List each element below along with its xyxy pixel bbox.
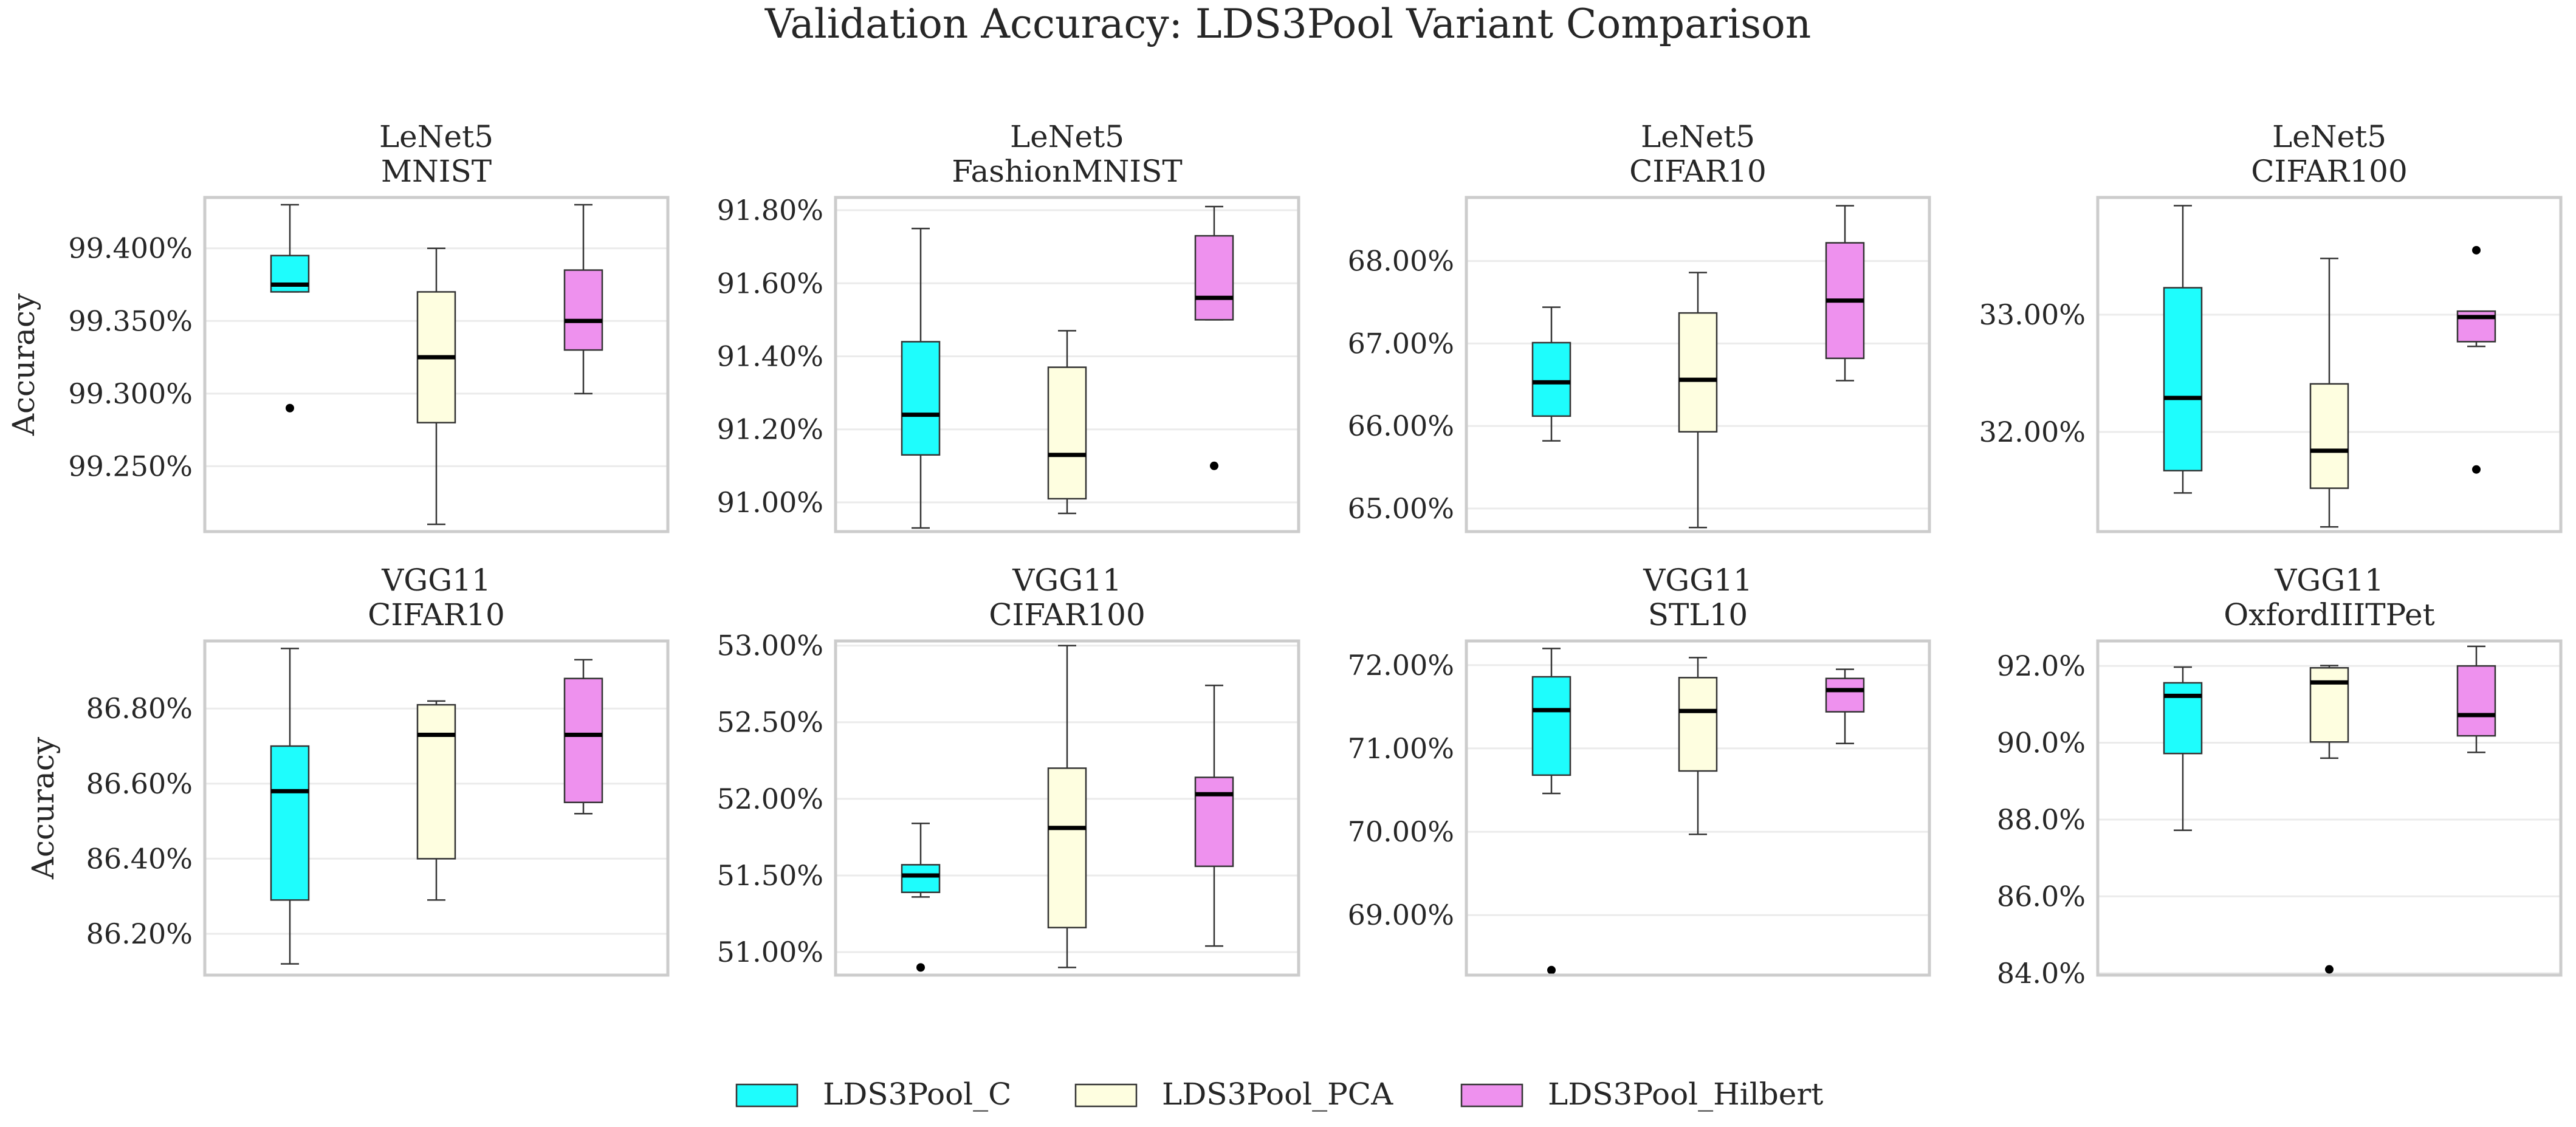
panel-title-dataset: OxfordIIITPet	[2224, 597, 2434, 632]
box-lds3pool-hilbert	[1194, 235, 1234, 321]
box-lds3pool-c	[901, 341, 941, 456]
panel-title-model: LeNet5	[379, 119, 493, 154]
axes-frame	[203, 639, 670, 977]
outlier-point	[916, 963, 925, 972]
chart-title: Validation Accuracy: LDS3Pool Variant Co…	[764, 1, 1811, 47]
axes-frame	[834, 639, 1300, 977]
box-lds3pool-hilbert	[2456, 665, 2496, 737]
box-lds3pool-pca	[416, 704, 456, 860]
y-tick-label: 69.00%	[1348, 899, 1454, 931]
y-tick-label: 72.00%	[1348, 649, 1454, 682]
box-lds3pool-c	[270, 745, 310, 901]
y-tick-label: 91.00%	[717, 486, 823, 519]
y-axis-label: Accuracy	[6, 293, 41, 436]
panel-title-model: LeNet5	[1010, 119, 1124, 154]
axes-frame	[2096, 196, 2563, 533]
legend-label: LDS3Pool_Hilbert	[1548, 1077, 1823, 1112]
box-lds3pool-pca	[2309, 667, 2349, 743]
y-tick-label: 51.50%	[717, 859, 823, 892]
y-axis-label: Accuracy	[26, 736, 61, 880]
y-tick-label: 91.80%	[717, 194, 823, 227]
box-lds3pool-pca	[1047, 366, 1087, 500]
box-lds3pool-hilbert	[1194, 776, 1234, 868]
panel-title-model: VGG11	[2274, 563, 2384, 598]
y-tick-label: 33.00%	[1979, 298, 2086, 331]
y-tick-label: 52.00%	[717, 783, 823, 815]
box-lds3pool-hilbert	[1825, 677, 1865, 713]
legend-label: LDS3Pool_PCA	[1162, 1077, 1393, 1112]
y-tick-label: 70.00%	[1348, 815, 1454, 848]
y-tick-label: 86.60%	[86, 767, 193, 800]
y-tick-label: 51.00%	[717, 936, 823, 968]
legend-swatch-lds3pool-hilbert	[1460, 1083, 1523, 1108]
panel-title-model: VGG11	[381, 563, 491, 598]
outlier-point	[2325, 965, 2334, 974]
outlier-point	[2472, 245, 2481, 255]
box-lds3pool-pca	[1678, 312, 1718, 433]
y-tick-label: 71.00%	[1348, 732, 1454, 765]
box-lds3pool-pca	[2309, 383, 2349, 489]
y-tick-label: 86.40%	[86, 842, 193, 875]
box-lds3pool-c	[901, 864, 941, 894]
axes-frame	[203, 196, 670, 533]
legend-swatch-lds3pool-c	[735, 1083, 799, 1108]
panel-title-model: VGG11	[1012, 563, 1122, 598]
box-lds3pool-c	[2163, 682, 2203, 755]
y-tick-label: 88.0%	[1997, 803, 2086, 836]
y-tick-label: 65.00%	[1348, 492, 1454, 525]
legend-swatch-lds3pool-pca	[1074, 1083, 1138, 1108]
axes-frame	[1465, 196, 1931, 533]
y-tick-label: 91.60%	[717, 267, 823, 300]
panel-title-model: LeNet5	[1641, 119, 1755, 154]
y-tick-label: 86.20%	[86, 917, 193, 950]
y-tick-label: 99.350%	[68, 304, 193, 337]
y-tick-label: 67.00%	[1348, 327, 1454, 360]
y-tick-label: 84.0%	[1997, 957, 2086, 990]
box-lds3pool-pca	[1047, 767, 1087, 929]
y-tick-label: 53.00%	[717, 629, 823, 662]
box-lds3pool-hilbert	[563, 677, 603, 803]
y-tick-label: 92.0%	[1997, 649, 2086, 682]
panel-title-dataset: FashionMNIST	[952, 154, 1183, 189]
y-tick-label: 32.00%	[1979, 416, 2086, 448]
box-lds3pool-c	[1531, 341, 1571, 417]
panel-title-model: LeNet5	[2272, 119, 2386, 154]
y-tick-label: 86.0%	[1997, 880, 2086, 913]
panel-title-dataset: CIFAR10	[368, 597, 505, 632]
y-tick-label: 90.0%	[1997, 727, 2086, 759]
panel-title-model: VGG11	[1643, 563, 1753, 598]
panel-title-dataset: CIFAR100	[2251, 154, 2408, 189]
y-tick-label: 99.400%	[68, 232, 193, 265]
y-tick-label: 91.40%	[717, 340, 823, 372]
panel-title-dataset: STL10	[1648, 597, 1748, 632]
axes-frame	[1465, 639, 1931, 977]
y-tick-label: 66.00%	[1348, 409, 1454, 442]
box-lds3pool-c	[1531, 676, 1571, 776]
box-lds3pool-c	[2163, 287, 2203, 471]
legend-label: LDS3Pool_C	[823, 1077, 1011, 1112]
y-tick-label: 52.50%	[717, 706, 823, 739]
outlier-point	[286, 403, 294, 413]
axes-frame	[834, 196, 1300, 533]
axes-frame	[2096, 639, 2563, 977]
panel-title-dataset: MNIST	[381, 154, 492, 189]
y-tick-label: 68.00%	[1348, 245, 1454, 278]
panel-title-dataset: CIFAR10	[1629, 154, 1767, 189]
y-tick-label: 99.250%	[68, 450, 193, 482]
outlier-point	[2472, 465, 2481, 474]
y-tick-label: 99.300%	[68, 377, 193, 410]
outlier-point	[1210, 461, 1218, 470]
box-lds3pool-hilbert	[563, 269, 603, 351]
y-tick-label: 91.20%	[717, 413, 823, 446]
box-lds3pool-pca	[1678, 677, 1718, 772]
y-tick-label: 86.80%	[86, 692, 193, 725]
panel-title-dataset: CIFAR100	[989, 597, 1145, 632]
outlier-point	[1547, 965, 1556, 975]
